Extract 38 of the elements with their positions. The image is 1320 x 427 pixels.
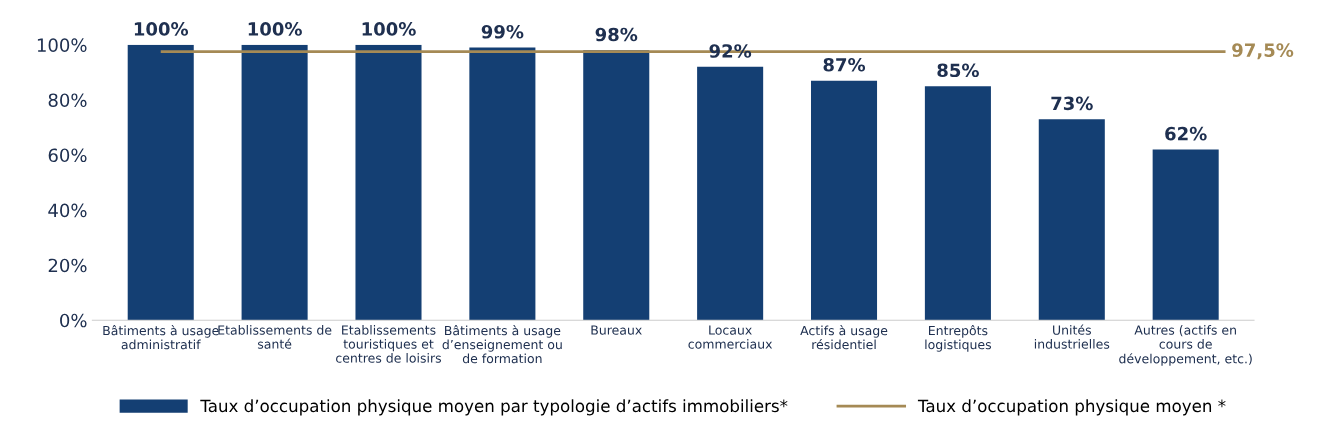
y-tick-label: 80% [48, 93, 87, 108]
annotation: 97,5% [1232, 43, 1294, 60]
x-tick-label: Bâtiments à usage d’enseignement ou de formation [442, 325, 562, 364]
x-tick-label: Actifs à usage résidentiel [800, 325, 888, 350]
text: 100% [362, 22, 416, 36]
text: 100% [248, 22, 302, 36]
y-tick-label: 20% [48, 258, 87, 273]
text: 98% [595, 27, 638, 42]
x-tick-label: Locaux commerciaux [688, 325, 773, 349]
y-tick-label: 0% [60, 313, 87, 328]
x-tick-label: Autres (actifs en cours de développement, etc.) [1119, 325, 1252, 366]
legend-label: Taux d’occupation physique moyen par typologie d’actifs immobiliers* [200, 399, 788, 416]
x-tick-label: Unités industrielles [1034, 324, 1110, 349]
x-tick-label: Bureaux [591, 325, 642, 335]
bar [924, 86, 991, 321]
legend-label: Taux d’occupation physique moyen * [917, 399, 1226, 416]
text: 87% [823, 57, 866, 72]
x-tick-label: Etablissements touristiques et centres de loisirs [336, 325, 442, 363]
bar [697, 66, 764, 321]
bar [241, 44, 308, 321]
bar [1038, 119, 1105, 321]
text: 62% [1165, 126, 1207, 141]
y-tick-label: 100% [37, 38, 87, 52]
text: 100% [134, 22, 189, 36]
bar [811, 80, 878, 321]
x-tick-label: Bâtiments à usage administratif [103, 325, 219, 350]
bar [1152, 149, 1219, 321]
bar [355, 44, 422, 321]
bar [583, 50, 650, 321]
x-tick-label: Entrepôts logistiques [925, 325, 992, 352]
bar [127, 44, 194, 321]
text: 99% [481, 24, 524, 39]
text: 73% [1051, 96, 1093, 111]
x-tick-label: Etablissements de santé [218, 325, 332, 349]
y-tick-label: 40% [48, 203, 87, 218]
bar [469, 47, 536, 321]
text: 85% [937, 63, 979, 78]
y-tick-label: 60% [48, 148, 87, 163]
